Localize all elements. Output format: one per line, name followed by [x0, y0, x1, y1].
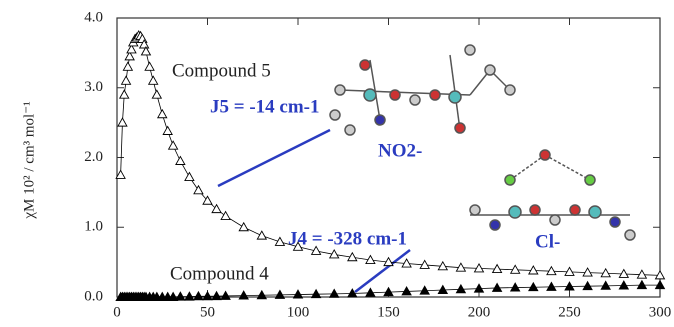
y-tick-label: 3.0 [84, 79, 103, 95]
data-point [145, 62, 154, 70]
data-point [120, 90, 129, 98]
data-point [257, 231, 266, 239]
data-point [511, 283, 520, 291]
chart: Compound 5 J5 = -14 cm-1 NO2- J4 = -328 … [0, 0, 674, 327]
data-point [583, 282, 592, 290]
data-point [176, 292, 185, 300]
y-tick-label: 2.0 [84, 149, 103, 165]
data-point [176, 156, 185, 164]
data-point [239, 223, 248, 231]
y-tick-label: 1.0 [84, 219, 103, 235]
annotation: Cl- [535, 231, 560, 252]
data-point [312, 290, 321, 298]
x-tick-label: 200 [468, 304, 491, 320]
data-point [122, 76, 131, 84]
y-tick-label: 4.0 [84, 9, 103, 25]
data-point [275, 290, 284, 298]
connector [355, 250, 410, 292]
x-tick-label: 300 [649, 304, 672, 320]
data-point [221, 212, 230, 220]
data-point [194, 186, 203, 194]
data-point [152, 90, 161, 98]
x-tick-label: 150 [377, 304, 400, 320]
data-point [565, 282, 574, 290]
data-point [601, 281, 610, 289]
data-point [185, 173, 194, 181]
data-point [123, 62, 132, 70]
data-point [656, 281, 665, 289]
data-point [547, 282, 556, 290]
annotation: J4 = -328 cm-1 [288, 228, 407, 249]
annotation: Compound 5 [172, 60, 271, 81]
x-tick-label: 50 [200, 304, 215, 320]
structure-cl [470, 150, 635, 240]
data-point [275, 237, 284, 245]
data-point [239, 291, 248, 299]
data-point [163, 126, 172, 134]
data-point [221, 291, 230, 299]
x-tick-label: 250 [558, 304, 581, 320]
data-point [169, 141, 178, 149]
connector [218, 130, 330, 186]
data-point [529, 283, 538, 291]
data-point [619, 281, 628, 289]
y-axis-label: χM 10² / cm³ mol⁻¹ [21, 101, 37, 219]
x-tick-label: 0 [113, 304, 121, 320]
data-point [330, 289, 339, 297]
y-tick-label: 0.0 [84, 288, 103, 304]
x-tick-label: 100 [287, 304, 310, 320]
data-point [149, 76, 158, 84]
data-point [637, 281, 646, 289]
data-point [118, 118, 127, 126]
annotation: Compound 4 [170, 263, 269, 284]
data-point [212, 292, 221, 300]
data-point [203, 292, 212, 300]
data-point [493, 283, 502, 291]
data-point [294, 290, 303, 298]
data-point [158, 110, 167, 118]
annotation: J5 = -14 cm-1 [210, 96, 320, 117]
annotation: NO2- [378, 140, 422, 161]
data-point [257, 291, 266, 299]
data-point [194, 292, 203, 300]
structure-no2 [330, 45, 515, 135]
